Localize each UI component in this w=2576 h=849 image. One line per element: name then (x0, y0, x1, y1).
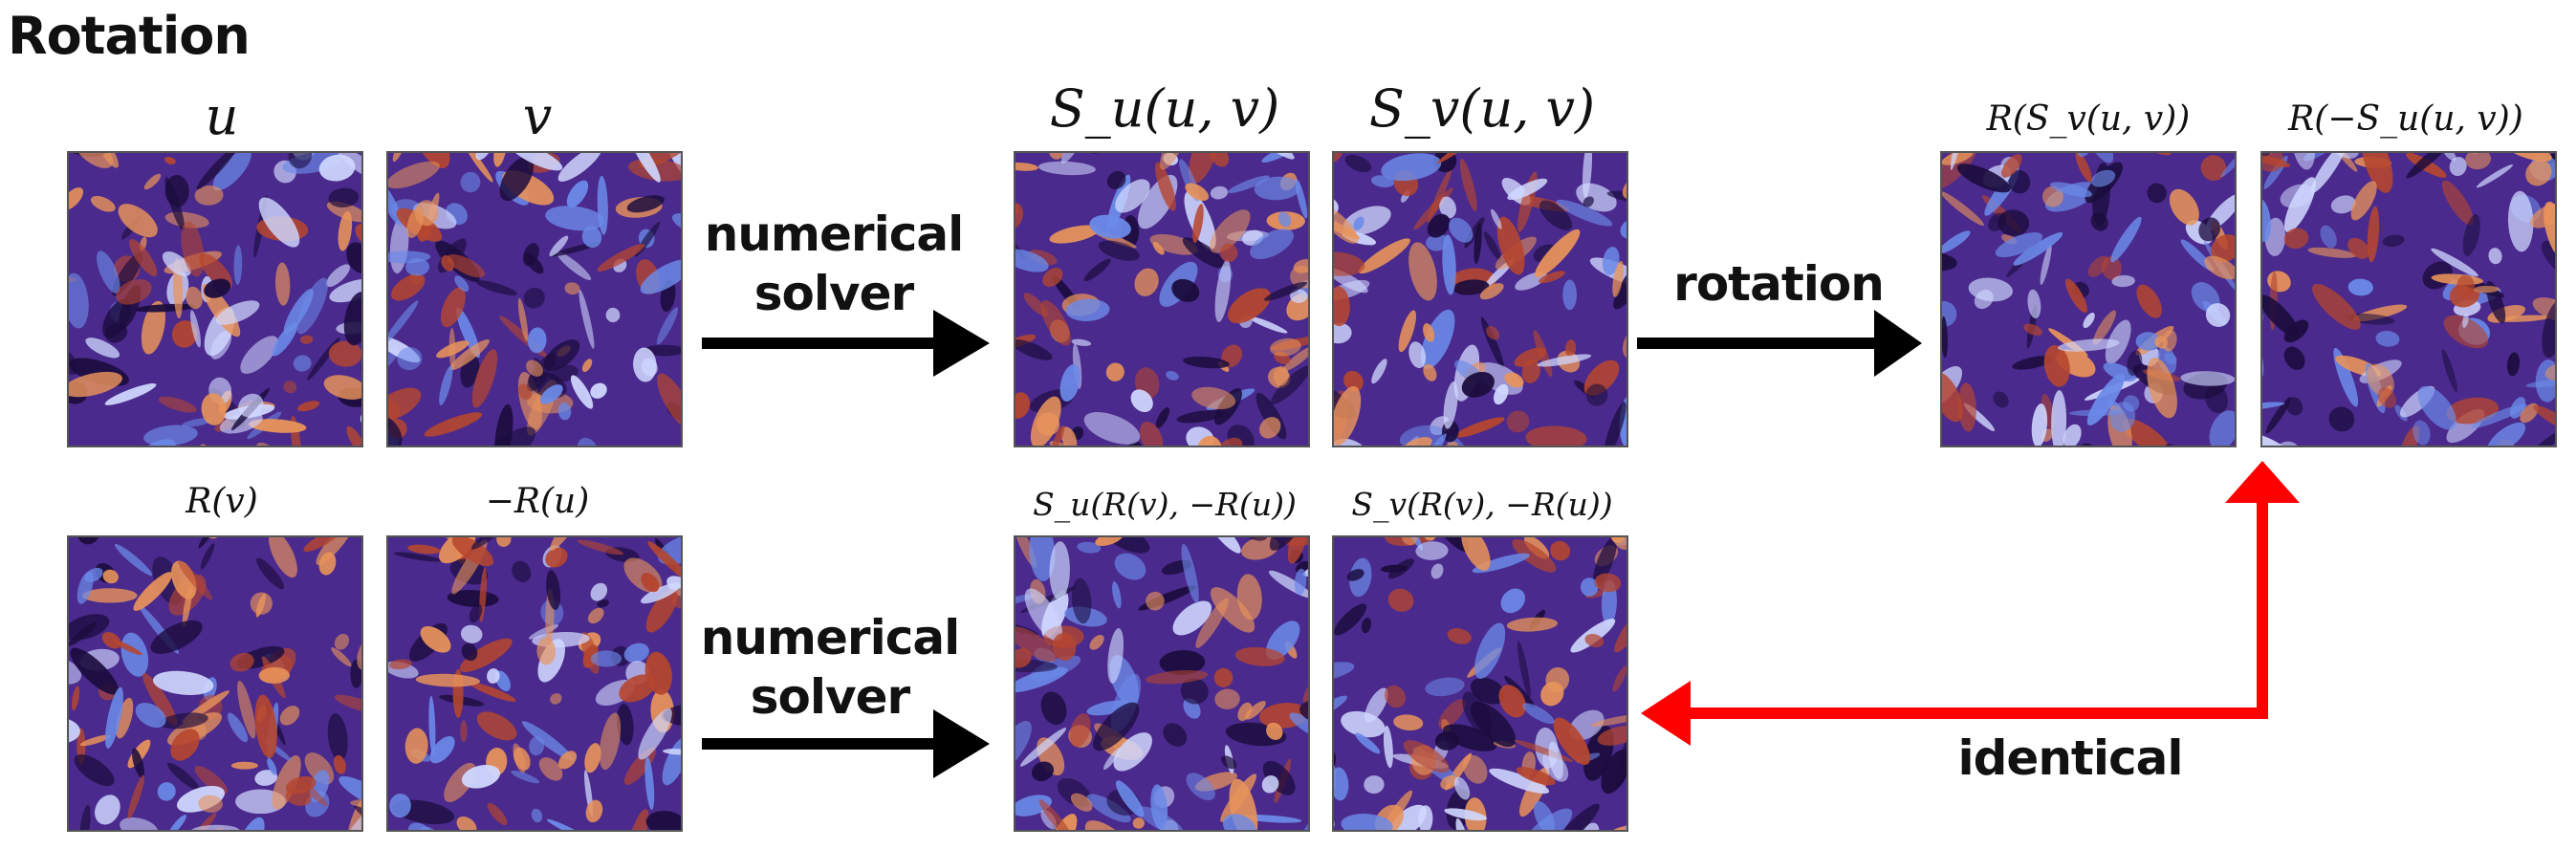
caption-su: S_u(u, v) (1049, 78, 1280, 139)
step-label-bottom-solver-line2: solver (750, 669, 910, 725)
field-panel-u (67, 151, 363, 447)
step-label-bottom-solver-line1: numerical (700, 610, 961, 665)
field-image (388, 537, 681, 830)
caption-r-sv: R(S_v(u, v)) (1986, 99, 2191, 139)
field-image (1015, 537, 1308, 830)
field-panel-v (386, 151, 683, 447)
field-image (1015, 153, 1308, 446)
field-panel-su-rotated (1014, 535, 1310, 832)
field-image (2262, 153, 2555, 446)
caption-neg-r-u: −R(u) (485, 482, 590, 521)
caption-sv-rotated: S_v(R(v), −R(u)) (1351, 486, 1613, 523)
field-image (388, 153, 681, 446)
caption-r-v: R(v) (186, 482, 258, 521)
field-image (1334, 537, 1626, 830)
caption-u: u (205, 86, 239, 146)
field-panel-sv-rotated (1332, 535, 1628, 832)
field-panel-sv (1332, 151, 1628, 447)
rotation-arrow (1637, 310, 1922, 377)
field-image (69, 153, 361, 446)
step-label-top-solver-line2: solver (753, 266, 914, 321)
identical-arrow (1641, 461, 2300, 746)
step-label-identical: identical (1917, 729, 2223, 788)
caption-r-neg-su: R(−S_u(u, v)) (2288, 99, 2523, 139)
step-label-rotation-text: rotation (1673, 256, 1885, 312)
step-label-bottom-solver: numerical solver (677, 608, 983, 727)
caption-su-rotated: S_u(R(v), −R(u)) (1033, 486, 1297, 523)
field-panel-su (1014, 151, 1310, 447)
figure-heading: Rotation (8, 6, 251, 66)
field-panel-r-sv (1940, 151, 2237, 447)
field-image (1942, 153, 2235, 446)
field-panel-r-neg-su (2260, 151, 2557, 447)
caption-sv: S_v(u, v) (1368, 78, 1596, 139)
step-label-identical-text: identical (1957, 730, 2184, 786)
field-panel-neg-r-u (386, 535, 683, 832)
step-label-top-solver: numerical solver (681, 205, 987, 323)
step-label-rotation: rotation (1626, 254, 1932, 314)
field-image (69, 537, 361, 830)
field-image (1334, 153, 1626, 446)
step-label-top-solver-line1: numerical (704, 207, 965, 262)
caption-v: v (522, 86, 553, 146)
field-panel-r-v (67, 535, 363, 832)
